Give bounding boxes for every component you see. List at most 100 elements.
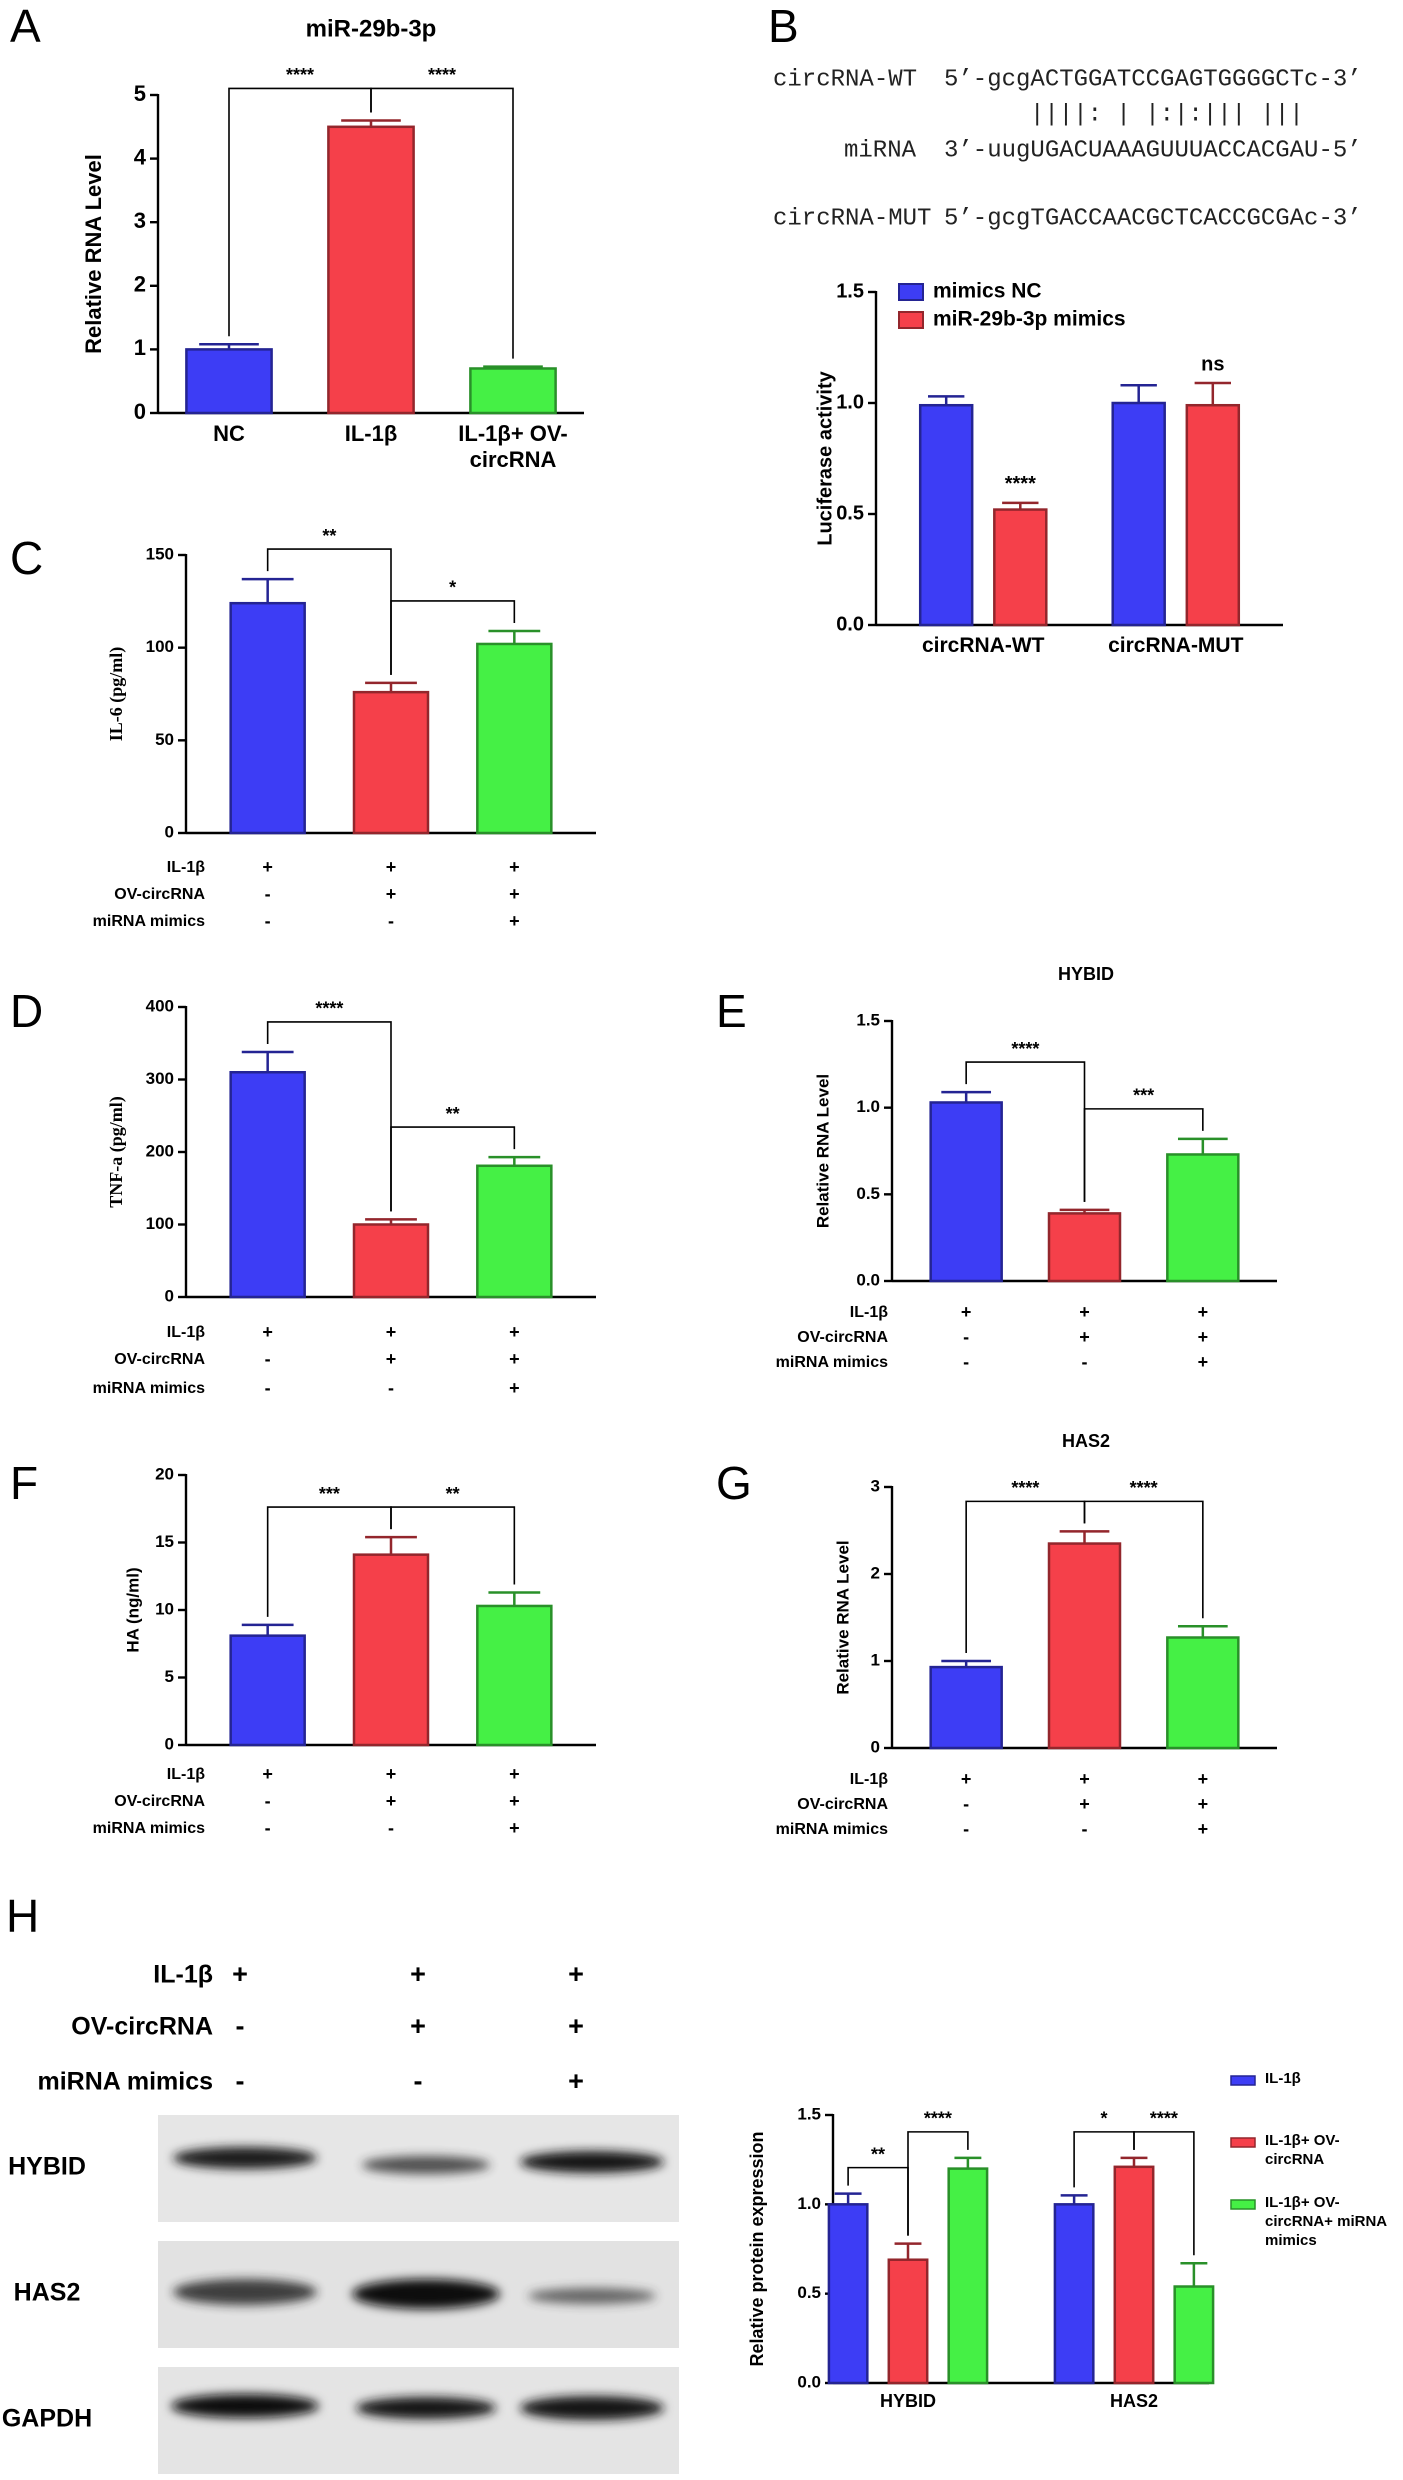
treatment-mark: + (568, 1959, 584, 1989)
significance-bracket (1133, 2131, 1195, 2256)
y-tick-label: 0.5 (797, 2283, 821, 2302)
treatment-mark: + (1198, 1769, 1209, 1789)
error-bar (1120, 2156, 1148, 2167)
treatment-mark: + (509, 1349, 520, 1369)
error-bar (341, 119, 401, 127)
blot-band (362, 2156, 490, 2174)
significance-bracket (390, 1506, 516, 1585)
label-box: HAS2 (1109, 2391, 1158, 2411)
y-tick-label: 5 (134, 81, 146, 106)
treatment-mark: + (509, 857, 520, 877)
x-tick-label: HAS2 (1109, 2391, 1158, 2411)
legend-label: IL-1β+ OV-circRNA+ miRNA mimics (1265, 2194, 1387, 2249)
significance-label: **** (286, 65, 314, 85)
error-bar (488, 1155, 541, 1166)
label-box: circRNA-WT (922, 634, 1045, 657)
bar (229, 1071, 306, 1299)
western-blot (158, 2115, 679, 2474)
treatment-mark: + (509, 1378, 520, 1398)
y-tick-label: 0 (165, 822, 174, 841)
error-bar (483, 365, 543, 369)
treatment-mark: + (509, 1764, 520, 1784)
treatment-label: OV-circRNA (797, 1329, 888, 1346)
treatment-mark: - (414, 2066, 423, 2096)
treatment-mark: - (265, 884, 271, 904)
y-axis-label: Luciferase activity (814, 370, 836, 545)
treatment-label: OV-circRNA (71, 2013, 213, 2041)
y-axis-label: HA (ng/ml) (123, 1567, 142, 1652)
treatment-label: IL-1β (850, 1771, 888, 1788)
y-tick-label: 50 (155, 730, 174, 749)
y-tick-label: 0 (165, 1286, 174, 1305)
treatment-label: miRNA mimics (776, 1821, 888, 1838)
panel-letter: D (10, 985, 43, 1037)
bar (476, 642, 553, 835)
y-tick-label: 1.0 (856, 1097, 880, 1116)
significance-label: **** (1130, 1478, 1158, 1498)
significance-label: **** (428, 65, 456, 85)
bar (827, 2203, 869, 2385)
treatment-label: IL-1β (850, 1304, 888, 1321)
sequence: 3’-uugUGACUAAAGUUUACCACGAU-5’ (944, 137, 1362, 164)
treatment-label: OV-circRNA (114, 1351, 205, 1368)
error-bar (365, 681, 417, 693)
significance-bracket (1083, 1500, 1204, 1619)
treatment-label: miRNA mimics (93, 1820, 205, 1837)
error-bar (954, 2156, 982, 2169)
bar (929, 1101, 1003, 1283)
bar (1111, 401, 1166, 627)
x-tick-label: IL-1β+ OV-circRNA (458, 421, 568, 473)
treatment-label: miRNA mimics (37, 2068, 213, 2096)
y-tick-label: 0.0 (836, 613, 864, 635)
sequence: 5’-gcgACTGGATCCGAGTGGGGCTc-3’ (944, 66, 1362, 93)
treatment-mark: + (262, 1764, 273, 1784)
treatment-mark: + (386, 1791, 397, 1811)
error-bar (928, 395, 965, 406)
panel-letter: G (716, 1457, 752, 1509)
significance-label: ** (446, 1104, 460, 1124)
blot-band (356, 2397, 496, 2419)
legend-label: miR-29b-3p mimics (933, 308, 1126, 331)
label-box: IL-1β+ OV-circRNA+ miRNA mimics (1265, 2194, 1387, 2249)
y-tick-label: 1.5 (836, 280, 864, 302)
error-bar (834, 2192, 862, 2205)
treatment-mark: + (509, 1818, 520, 1838)
y-tick-label: 0.0 (856, 1270, 880, 1289)
significance-label: **** (1150, 2109, 1178, 2129)
x-tick-label: IL-1β (344, 421, 398, 446)
blot-band (173, 2279, 317, 2305)
legend-label: mimics NC (933, 280, 1042, 303)
bar (1166, 1636, 1240, 1750)
y-axis-label: Relative protein expression (747, 2131, 767, 2366)
error-bar (241, 1050, 294, 1073)
treatment-mark: + (1079, 1327, 1090, 1347)
bar (887, 2258, 929, 2385)
blot-band (520, 2151, 664, 2173)
bar (1053, 2203, 1095, 2385)
error-bar (241, 577, 294, 604)
significance: **** (1005, 473, 1036, 495)
y-tick-label: 300 (146, 1069, 174, 1088)
y-tick-label: 2 (871, 1563, 880, 1582)
treatment-mark: + (568, 2066, 584, 2096)
significance-bracket (390, 600, 516, 675)
seq-label: miRNA (844, 137, 917, 164)
bar (947, 2167, 989, 2385)
treatment-mark: + (262, 1322, 273, 1342)
y-tick-label: 1.0 (797, 2194, 821, 2213)
bar (1047, 1542, 1122, 1750)
label-box: NC (213, 421, 245, 446)
y-axis-label: TNF-a (pg/ml) (106, 1096, 127, 1208)
error-bar (365, 1535, 417, 1555)
blot-band (173, 2147, 317, 2169)
bar (229, 1634, 306, 1747)
y-tick-label: 0 (134, 399, 146, 424)
y-tick-label: 0.5 (856, 1184, 880, 1203)
bar (352, 1223, 430, 1299)
treatment-label: IL-1β (167, 1766, 205, 1783)
seq-label: circRNA-WT (773, 66, 917, 93)
panel-letter: C (10, 532, 43, 584)
treatment-mark: + (961, 1302, 972, 1322)
